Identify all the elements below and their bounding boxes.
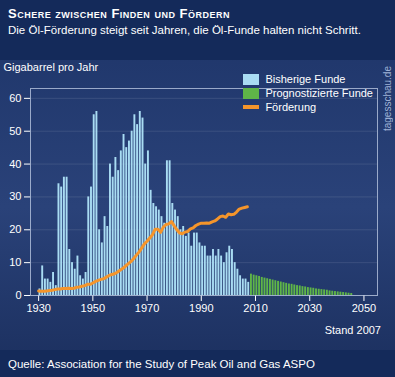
html-text:Bisherige Funde: Bisherige Funde bbox=[265, 73, 346, 85]
svg-text:30: 30 bbox=[9, 190, 21, 202]
svg-text:50: 50 bbox=[9, 125, 21, 137]
svg-text:Gigabarrel pro Jahr: Gigabarrel pro Jahr bbox=[4, 61, 99, 73]
svg-text:1990: 1990 bbox=[189, 302, 213, 314]
svg-text:0: 0 bbox=[15, 289, 21, 301]
svg-text:2010: 2010 bbox=[243, 302, 267, 314]
html-text:Prognostizierte Funde: Prognostizierte Funde bbox=[265, 87, 373, 99]
svg-text:1950: 1950 bbox=[81, 302, 105, 314]
svg-text:1930: 1930 bbox=[26, 302, 50, 314]
html-text:Schere zwischen Finden und För: Schere zwischen Finden und Fördern bbox=[8, 6, 230, 21]
svg-text:2030: 2030 bbox=[297, 302, 321, 314]
svg-text:20: 20 bbox=[9, 223, 21, 235]
html-text:Quelle: Association for the St: Quelle: Association for the Study of Pea… bbox=[8, 358, 315, 370]
svg-text:2050: 2050 bbox=[352, 302, 376, 314]
svg-text:60: 60 bbox=[9, 92, 21, 104]
svg-text:10: 10 bbox=[9, 256, 21, 268]
html-text:Förderung: Förderung bbox=[265, 101, 317, 113]
svg-text:40: 40 bbox=[9, 158, 21, 170]
svg-text:1970: 1970 bbox=[135, 302, 159, 314]
html-text:Stand 2007: Stand 2007 bbox=[324, 324, 381, 336]
html-text:tagesschau.de: tagesschau.de bbox=[382, 66, 393, 132]
html-text:Die Öl-Förderung steigt seit J: Die Öl-Förderung steigt seit Jahren, die… bbox=[8, 24, 361, 36]
